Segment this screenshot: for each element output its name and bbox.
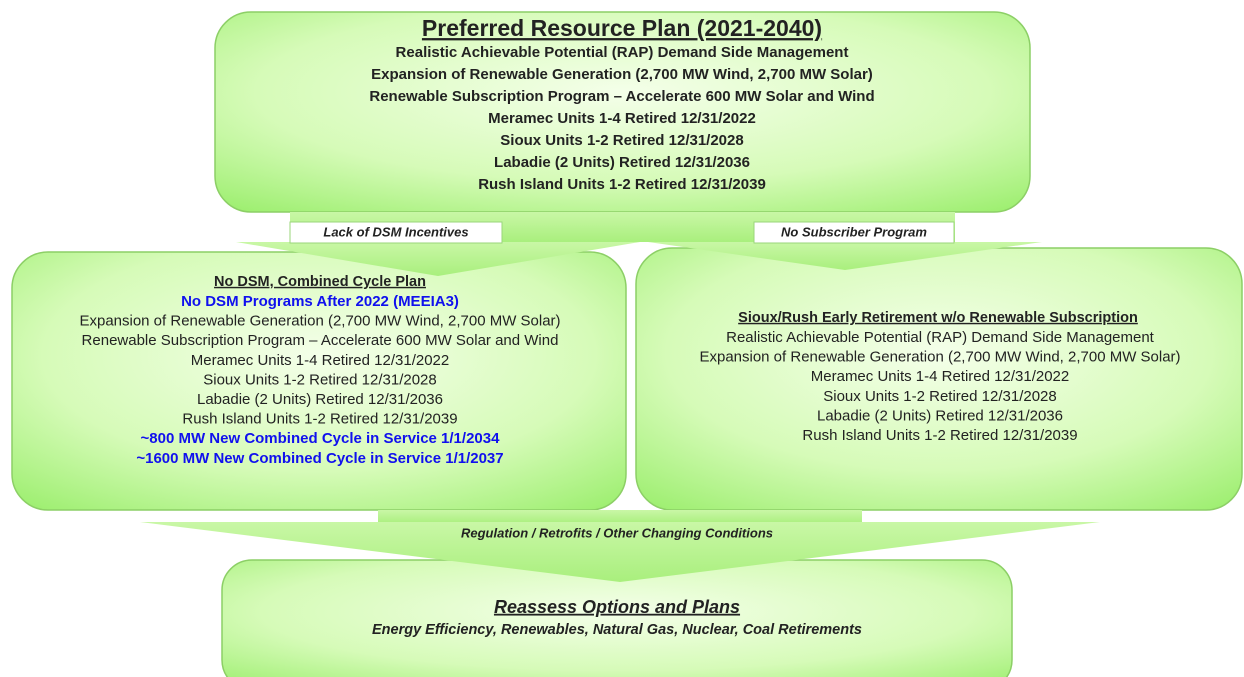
top-line: Labadie (2 Units) Retired 12/31/2036: [494, 154, 750, 171]
bottom-title: Reassess Options and Plans: [494, 597, 740, 617]
arrow-head-left: [236, 242, 640, 276]
arrow-head-bottom: [140, 522, 1100, 582]
bottom-subtitle: Energy Efficiency, Renewables, Natural G…: [372, 622, 862, 638]
right-line: Realistic Achievable Potential (RAP) Dem…: [726, 329, 1155, 346]
top-title: Preferred Resource Plan (2021-2040): [422, 15, 822, 41]
arrow-head-right: [648, 242, 1042, 270]
arrow-label: Regulation / Retrofits / Other Changing …: [461, 525, 773, 540]
right-line: Meramec Units 1-4 Retired 12/31/2022: [811, 368, 1069, 385]
arrow-label: No Subscriber Program: [781, 224, 927, 239]
arrow-label: Lack of DSM Incentives: [323, 224, 468, 239]
top-line: Sioux Units 1-2 Retired 12/31/2028: [500, 132, 743, 149]
arrow-label-box: [289, 221, 503, 244]
left-line: Meramec Units 1-4 Retired 12/31/2022: [191, 352, 449, 369]
left-line: Sioux Units 1-2 Retired 12/31/2028: [203, 371, 436, 388]
right-title: Sioux/Rush Early Retirement w/o Renewabl…: [738, 310, 1138, 326]
top-line: Meramec Units 1-4 Retired 12/31/2022: [488, 110, 756, 127]
arrow-shaft: [378, 510, 862, 524]
top-line: Realistic Achievable Potential (RAP) Dem…: [396, 44, 849, 61]
left-title: No DSM, Combined Cycle Plan: [214, 274, 426, 290]
right-line: Rush Island Units 1-2 Retired 12/31/2039: [802, 427, 1077, 444]
left-line: No DSM Programs After 2022 (MEEIA3): [181, 293, 459, 310]
left-line: Expansion of Renewable Generation (2,700…: [79, 313, 560, 330]
right-line: Expansion of Renewable Generation (2,700…: [699, 349, 1180, 366]
right-line: Sioux Units 1-2 Retired 12/31/2028: [823, 388, 1056, 405]
left-line: Labadie (2 Units) Retired 12/31/2036: [197, 391, 443, 408]
top-line: Expansion of Renewable Generation (2,700…: [371, 66, 873, 83]
left-line: Rush Island Units 1-2 Retired 12/31/2039: [182, 411, 457, 428]
left-line: ~800 MW New Combined Cycle in Service 1/…: [141, 430, 501, 447]
top-line: Rush Island Units 1-2 Retired 12/31/2039: [478, 176, 766, 193]
right-line: Labadie (2 Units) Retired 12/31/2036: [817, 407, 1063, 424]
arrow-label-box: [753, 221, 955, 244]
left-line: Renewable Subscription Program – Acceler…: [82, 332, 559, 349]
top-line: Renewable Subscription Program – Acceler…: [369, 88, 874, 105]
left-line: ~1600 MW New Combined Cycle in Service 1…: [136, 450, 503, 467]
